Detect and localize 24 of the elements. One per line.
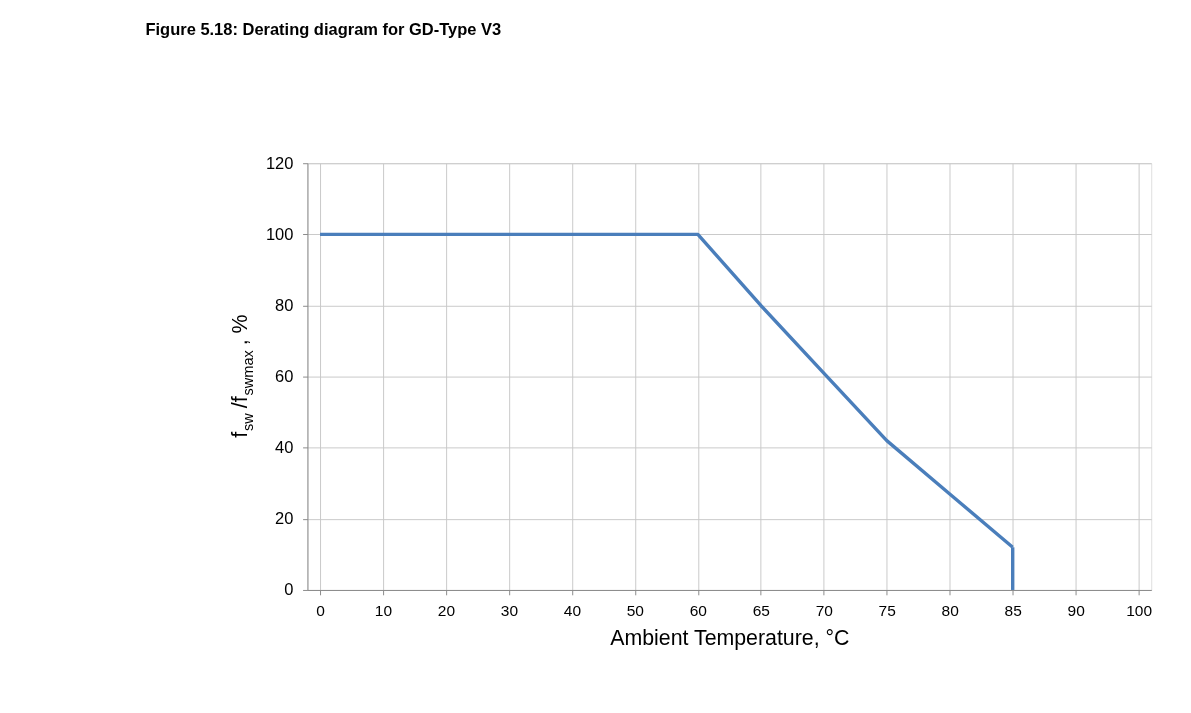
y-tick-label: 80 — [275, 295, 294, 314]
x-tick-label: 80 — [941, 601, 960, 619]
x-tick-label: 0 — [316, 601, 326, 619]
x-tick-label: 10 — [374, 601, 393, 619]
y-tick-label: 40 — [275, 438, 294, 457]
y-tick-label: 0 — [284, 580, 294, 599]
chart-title: Figure 5.18: Derating diagram for GD-Type V3 — [145, 20, 502, 39]
x-tick-label: 20 — [437, 601, 456, 619]
x-tick-label: 90 — [1067, 601, 1086, 619]
x-tick-label: 30 — [500, 601, 519, 619]
x-tick-label: 65 — [752, 601, 770, 619]
x-axis-title: Ambient Temperature, °C — [610, 625, 850, 650]
x-tick-label: 60 — [689, 601, 708, 619]
x-tick-label: 50 — [626, 601, 645, 619]
y-tick-label: 100 — [265, 224, 294, 243]
x-tick-label: 85 — [1004, 601, 1022, 619]
x-tick-label: 100 — [1126, 601, 1153, 619]
y-tick-label: 120 — [265, 153, 294, 172]
y-tick-label: 60 — [275, 366, 294, 385]
x-tick-label: 40 — [563, 601, 582, 619]
y-tick-label: 20 — [275, 509, 294, 528]
y-axis-title: fsw/fswmax , % — [228, 314, 257, 438]
x-tick-label: 75 — [878, 601, 896, 619]
x-tick-label: 70 — [815, 601, 834, 619]
